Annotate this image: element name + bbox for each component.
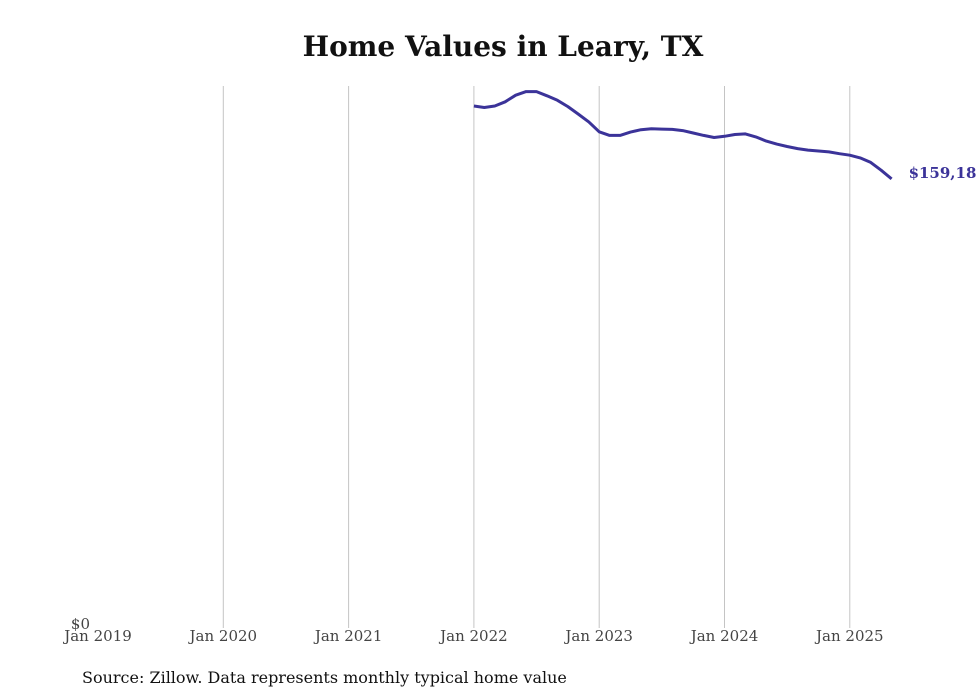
series-line-0: [473, 90, 893, 181]
y-tick-label: $0: [71, 615, 90, 633]
data-point: [890, 177, 893, 180]
data-point: [827, 150, 830, 153]
x-tick-label: Jan 2019: [62, 627, 132, 645]
data-point: [598, 130, 601, 133]
end-value-label: $159,18: [909, 164, 977, 182]
data-point: [765, 140, 768, 143]
data-point: [504, 100, 507, 103]
data-point: [577, 113, 580, 116]
source-note: Source: Zillow. Data represents monthly …: [82, 668, 567, 687]
data-point: [775, 143, 778, 146]
data-point: [660, 128, 663, 131]
data-point: [869, 161, 872, 164]
data-point: [629, 131, 632, 134]
x-tick-label: Jan 2022: [438, 627, 508, 645]
data-point: [723, 135, 726, 138]
x-tick-label: Jan 2024: [689, 627, 759, 645]
data-point: [796, 147, 799, 150]
data-point: [640, 128, 643, 131]
data-point: [535, 90, 538, 93]
x-tick-label: Jan 2023: [563, 627, 633, 645]
line-chart: Jan 2019 Jan 2020 Jan 2021 Jan 2022 Jan 2023…: [62, 86, 976, 645]
data-point: [880, 169, 883, 172]
data-point: [681, 129, 684, 132]
data-point: [483, 106, 486, 109]
data-point: [838, 152, 841, 155]
data-point: [859, 156, 862, 159]
data-point: [650, 127, 653, 130]
data-point: [587, 120, 590, 123]
data-point: [744, 132, 747, 135]
x-tick-label: Jan 2021: [313, 627, 383, 645]
data-point: [514, 94, 517, 97]
data-point: [472, 105, 475, 108]
gridlines: [222, 86, 851, 628]
x-tick-label: Jan 2020: [188, 627, 258, 645]
data-point: [671, 128, 674, 131]
data-point: [692, 132, 695, 135]
data-point: [619, 134, 622, 137]
series-layer: [472, 90, 893, 181]
data-point: [754, 135, 757, 138]
data-point: [807, 149, 810, 152]
data-point: [733, 133, 736, 136]
tick-labels: Jan 2019 Jan 2020 Jan 2021 Jan 2022 Jan 2023…: [62, 164, 976, 645]
data-point: [608, 134, 611, 137]
data-point: [817, 150, 820, 153]
data-point: [713, 136, 716, 139]
data-point: [566, 105, 569, 108]
data-point: [556, 99, 559, 102]
data-point: [493, 105, 496, 108]
data-point: [546, 94, 549, 97]
data-point: [702, 134, 705, 137]
data-point: [848, 154, 851, 157]
data-point: [525, 90, 528, 93]
chart-title: Home Values in Leary, TX: [302, 30, 704, 63]
data-point: [786, 145, 789, 148]
x-tick-label: Jan 2025: [814, 627, 884, 645]
